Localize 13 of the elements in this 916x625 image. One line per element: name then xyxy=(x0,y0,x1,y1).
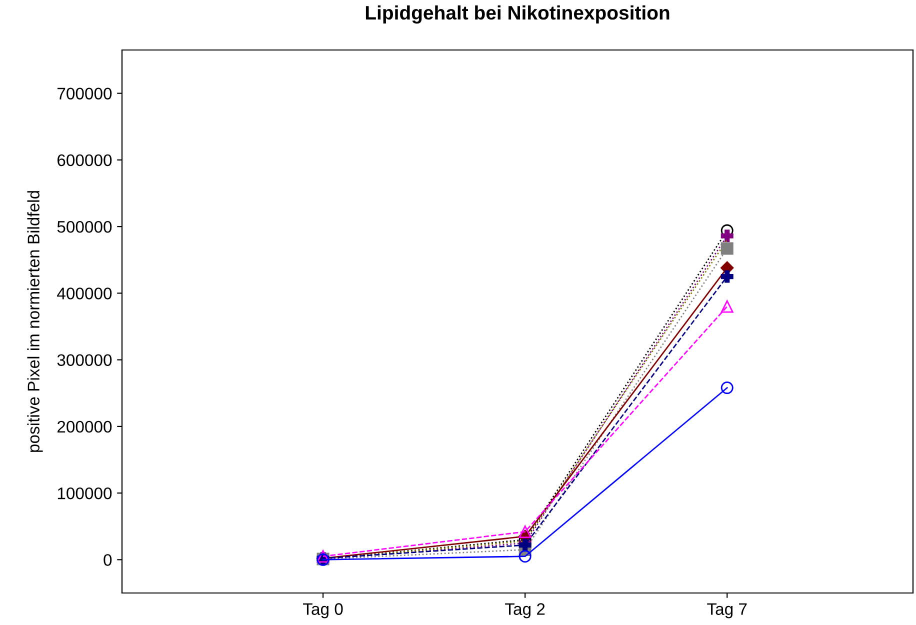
x-tick-label: Tag 2 xyxy=(505,603,545,618)
x-tick-label: Tag 7 xyxy=(707,603,747,618)
y-tick-label: 200000 xyxy=(58,420,112,433)
x-tick-label: Tag 0 xyxy=(303,603,343,618)
y-tick-label: 600000 xyxy=(58,154,112,166)
chart-title: Lipidgehalt bei Nikotinexposition xyxy=(366,5,670,24)
y-tick-label: 500000 xyxy=(57,220,112,233)
y-tick-label: 400000 xyxy=(57,288,112,300)
y-tick-label: 100000 xyxy=(58,487,112,500)
y-tick-label: 0 xyxy=(104,554,112,566)
y-axis-title: positive Pixel im normierten Bildfeld xyxy=(27,191,43,452)
y-tick-label: 300000 xyxy=(57,354,112,366)
y-tick-label: 700000 xyxy=(58,88,112,100)
